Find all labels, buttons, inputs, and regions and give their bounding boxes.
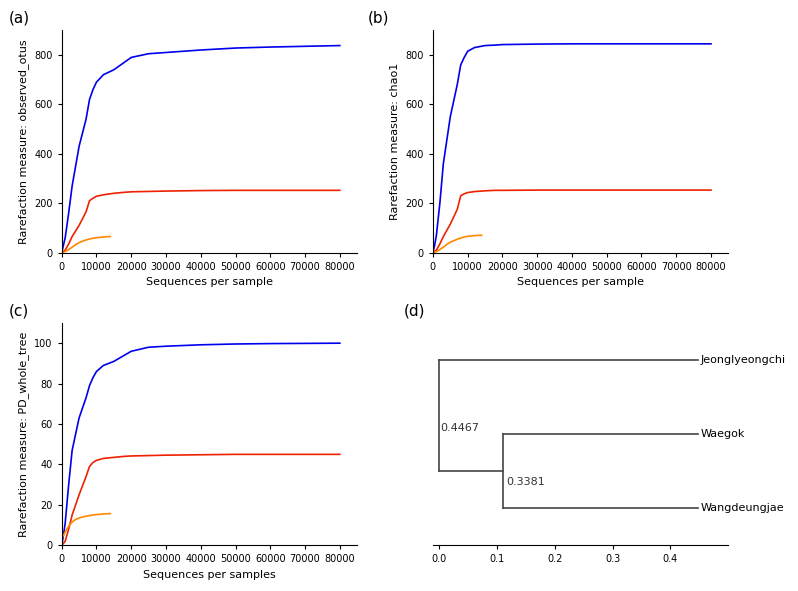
Text: Wangdeungjae: Wangdeungjae bbox=[701, 504, 784, 513]
Text: Jeonglyeongchi: Jeonglyeongchi bbox=[701, 355, 785, 365]
Y-axis label: Rarefaction measure: PD_whole_tree: Rarefaction measure: PD_whole_tree bbox=[18, 332, 29, 537]
Text: (c): (c) bbox=[9, 304, 29, 319]
Text: (b): (b) bbox=[368, 11, 389, 26]
Text: 0.4467: 0.4467 bbox=[440, 423, 480, 433]
Text: (a): (a) bbox=[9, 11, 30, 26]
X-axis label: Sequences per sample: Sequences per sample bbox=[146, 277, 273, 287]
Text: (d): (d) bbox=[403, 304, 425, 319]
Y-axis label: Rarefaction measure: chao1: Rarefaction measure: chao1 bbox=[390, 63, 400, 220]
Y-axis label: Rarefaction measure: observed_otus: Rarefaction measure: observed_otus bbox=[18, 39, 29, 243]
X-axis label: Sequences per samples: Sequences per samples bbox=[143, 570, 276, 580]
X-axis label: Sequences per sample: Sequences per sample bbox=[517, 277, 644, 287]
Text: 0.3381: 0.3381 bbox=[506, 477, 544, 487]
Text: Waegok: Waegok bbox=[701, 429, 745, 439]
